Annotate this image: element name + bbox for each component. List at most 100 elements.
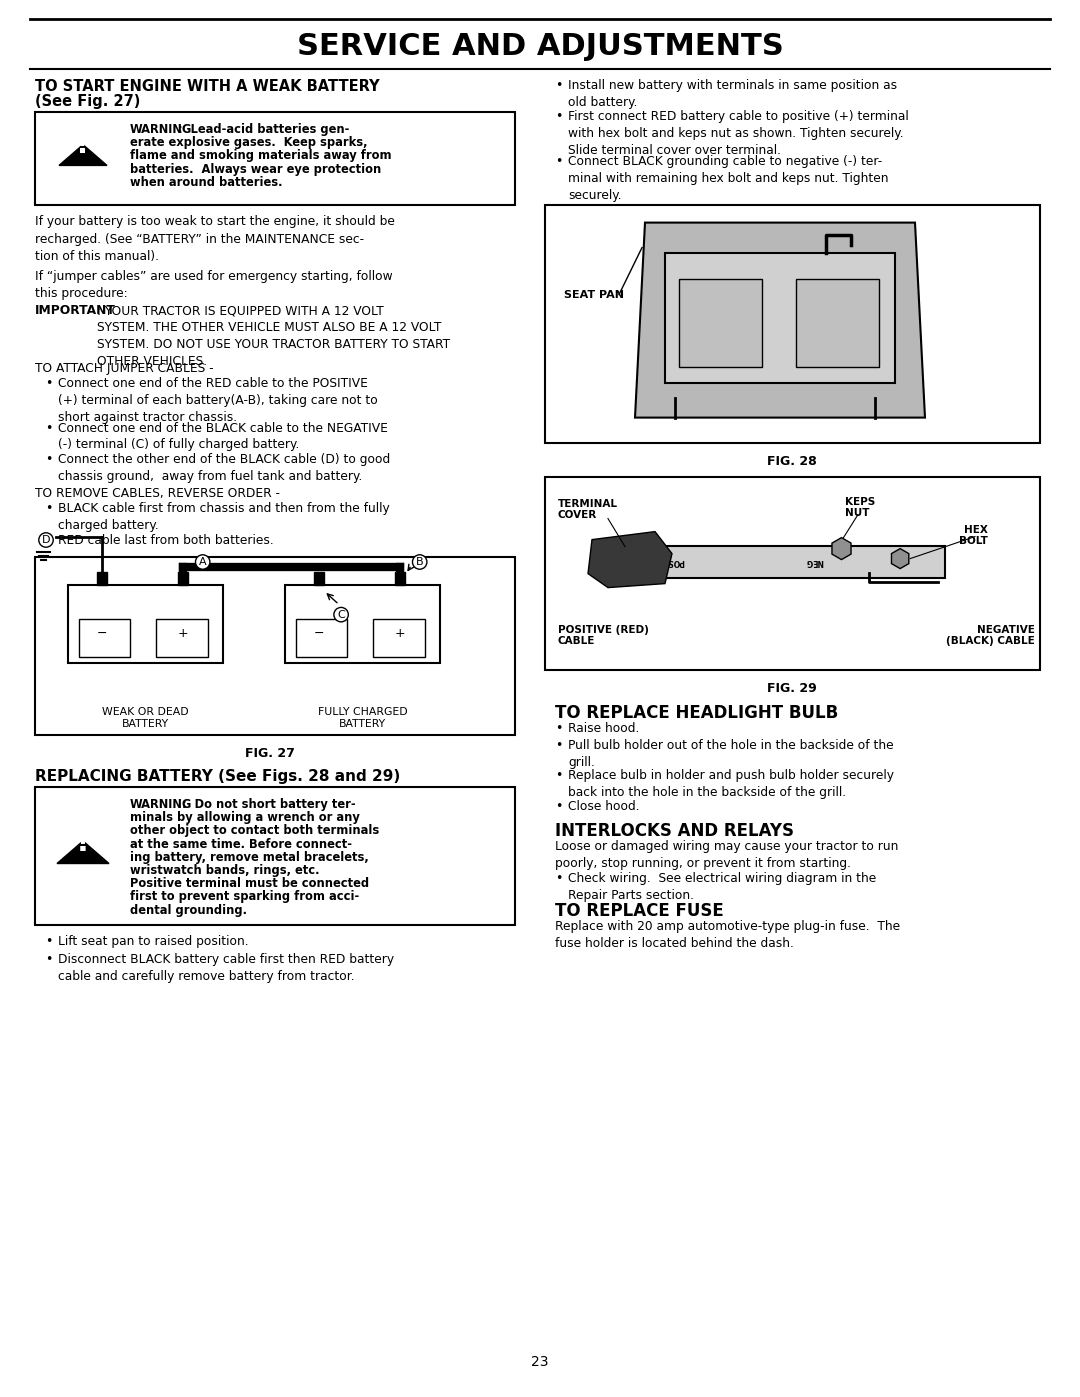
Polygon shape <box>59 145 107 165</box>
Text: D: D <box>42 535 51 545</box>
Text: POS: POS <box>667 557 685 566</box>
Text: •: • <box>45 935 52 949</box>
Text: •: • <box>45 953 52 967</box>
Text: TO REPLACE FUSE: TO REPLACE FUSE <box>555 902 724 919</box>
Text: Replace bulb in holder and push bulb holder securely
back into the hole in the b: Replace bulb in holder and push bulb hol… <box>568 770 894 799</box>
Text: HEX: HEX <box>964 525 988 535</box>
Text: A: A <box>199 557 206 567</box>
Text: •: • <box>555 872 563 884</box>
Text: •: • <box>555 799 563 813</box>
Text: •: • <box>555 739 563 752</box>
Text: •: • <box>45 503 52 515</box>
Text: Positive terminal must be connected: Positive terminal must be connected <box>130 877 369 890</box>
FancyBboxPatch shape <box>35 787 515 925</box>
Text: FIG. 28: FIG. 28 <box>767 454 816 468</box>
Text: SERVICE AND ADJUSTMENTS: SERVICE AND ADJUSTMENTS <box>297 32 783 61</box>
Text: batteries.  Always wear eye protection: batteries. Always wear eye protection <box>130 162 381 176</box>
Text: •: • <box>555 80 563 92</box>
Text: Connect one end of the BLACK cable to the NEGATIVE
(-) terminal (C) of fully cha: Connect one end of the BLACK cable to th… <box>58 422 388 451</box>
Text: NEGATIVE: NEGATIVE <box>977 624 1035 634</box>
Text: Close hood.: Close hood. <box>568 799 639 813</box>
Text: Loose or damaged wiring may cause your tractor to run
poorly, stop running, or p: Loose or damaged wiring may cause your t… <box>555 840 899 869</box>
Polygon shape <box>57 841 109 863</box>
Bar <box>97 571 107 585</box>
Text: Install new battery with terminals in same position as
old battery.: Install new battery with terminals in sa… <box>568 80 897 109</box>
Text: WEAK OR DEAD
BATTERY: WEAK OR DEAD BATTERY <box>103 707 189 729</box>
Text: !: ! <box>77 131 90 159</box>
Text: If your battery is too weak to start the engine, it should be
recharged. (See “B: If your battery is too weak to start the… <box>35 215 395 263</box>
FancyBboxPatch shape <box>35 557 515 735</box>
Text: •: • <box>45 534 52 546</box>
Text: TO ATTACH JUMPER CABLES -: TO ATTACH JUMPER CABLES - <box>35 362 214 374</box>
Text: TO START ENGINE WITH A WEAK BATTERY: TO START ENGINE WITH A WEAK BATTERY <box>35 80 380 94</box>
Text: Raise hood.: Raise hood. <box>568 722 639 735</box>
Text: Connect the other end of the BLACK cable (D) to good
chassis ground,  away from : Connect the other end of the BLACK cable… <box>58 453 390 483</box>
Text: Pull bulb holder out of the hole in the backside of the
grill.: Pull bulb holder out of the hole in the … <box>568 739 893 768</box>
Text: •: • <box>555 770 563 782</box>
Text: : YOUR TRACTOR IS EQUIPPED WITH A 12 VOLT
SYSTEM. THE OTHER VEHICLE MUST ALSO BE: : YOUR TRACTOR IS EQUIPPED WITH A 12 VOL… <box>97 305 450 367</box>
Text: BOLT: BOLT <box>959 535 988 546</box>
Text: TERMINAL: TERMINAL <box>558 499 618 509</box>
Text: •: • <box>555 110 563 123</box>
Bar <box>796 278 879 367</box>
Text: CABLE: CABLE <box>558 636 595 645</box>
Bar <box>285 585 440 664</box>
Text: •: • <box>45 453 52 467</box>
Text: INTERLOCKS AND RELAYS: INTERLOCKS AND RELAYS <box>555 821 794 840</box>
Text: WARNING: WARNING <box>130 123 192 136</box>
Text: •: • <box>45 377 52 390</box>
Text: (See Fig. 27): (See Fig. 27) <box>35 94 140 109</box>
Text: (BLACK) CABLE: (BLACK) CABLE <box>946 636 1035 645</box>
Text: NEG: NEG <box>805 557 823 566</box>
Text: •: • <box>555 722 563 735</box>
Text: :  Lead-acid batteries gen-: : Lead-acid batteries gen- <box>178 123 349 136</box>
FancyBboxPatch shape <box>545 476 1040 669</box>
Text: If “jumper cables” are used for emergency starting, follow
this procedure:: If “jumper cables” are used for emergenc… <box>35 270 393 300</box>
Text: FULLY CHARGED
BATTERY: FULLY CHARGED BATTERY <box>318 707 407 729</box>
Bar <box>394 571 405 585</box>
Text: :  Do not short battery ter-: : Do not short battery ter- <box>183 798 355 812</box>
Text: +: + <box>394 627 405 640</box>
Text: BLACK cable first from chassis and then from the fully
charged battery.: BLACK cable first from chassis and then … <box>58 503 390 532</box>
Text: Lift seat pan to raised position.: Lift seat pan to raised position. <box>58 935 248 949</box>
Text: First connect RED battery cable to positive (+) terminal
with hex bolt and keps : First connect RED battery cable to posit… <box>568 110 908 156</box>
FancyBboxPatch shape <box>545 204 1040 443</box>
Text: B: B <box>416 557 423 567</box>
Bar <box>68 585 222 664</box>
Text: FIG. 27: FIG. 27 <box>245 747 295 760</box>
Polygon shape <box>588 532 672 588</box>
Polygon shape <box>891 549 908 569</box>
Text: at the same time. Before connect-: at the same time. Before connect- <box>130 838 352 851</box>
Text: Disconnect BLACK battery cable first then RED battery
cable and carefully remove: Disconnect BLACK battery cable first the… <box>58 953 394 983</box>
Text: REPLACING BATTERY (See Figs. 28 and 29): REPLACING BATTERY (See Figs. 28 and 29) <box>35 768 401 784</box>
Text: dental grounding.: dental grounding. <box>130 904 247 916</box>
Text: •: • <box>45 422 52 434</box>
Text: FIG. 29: FIG. 29 <box>767 682 816 694</box>
Polygon shape <box>635 222 924 418</box>
Text: wristwatch bands, rings, etc.: wristwatch bands, rings, etc. <box>130 863 320 877</box>
Polygon shape <box>832 538 851 560</box>
Text: Replace with 20 amp automotive-type plug-in fuse.  The
fuse holder is located be: Replace with 20 amp automotive-type plug… <box>555 919 900 950</box>
Bar <box>296 619 347 657</box>
Text: SEAT PAN: SEAT PAN <box>564 289 624 299</box>
Text: TO REPLACE HEADLIGHT BULB: TO REPLACE HEADLIGHT BULB <box>555 704 838 722</box>
Text: −: − <box>97 627 107 640</box>
Text: POSITIVE (RED): POSITIVE (RED) <box>558 624 649 634</box>
Text: •: • <box>555 155 563 168</box>
Bar <box>178 571 188 585</box>
Text: Connect BLACK grounding cable to negative (-) ter-
minal with remaining hex bolt: Connect BLACK grounding cable to negativ… <box>568 155 889 201</box>
Text: IMPORTANT: IMPORTANT <box>35 305 116 317</box>
Text: !: ! <box>76 828 90 856</box>
Bar <box>157 619 207 657</box>
Text: WARNING: WARNING <box>130 798 192 812</box>
Text: Check wiring.  See electrical wiring diagram in the
Repair Parts section.: Check wiring. See electrical wiring diag… <box>568 872 876 901</box>
Text: minals by allowing a wrench or any: minals by allowing a wrench or any <box>130 812 360 824</box>
Text: Connect one end of the RED cable to the POSITIVE
(+) terminal of each battery(A-: Connect one end of the RED cable to the … <box>58 377 378 423</box>
Text: flame and smoking materials away from: flame and smoking materials away from <box>130 149 392 162</box>
Text: NUT: NUT <box>845 507 869 518</box>
Bar <box>665 253 895 383</box>
Bar <box>679 278 761 367</box>
FancyBboxPatch shape <box>35 112 515 205</box>
Text: COVER: COVER <box>558 510 597 520</box>
Text: ing battery, remove metal bracelets,: ing battery, remove metal bracelets, <box>130 851 368 863</box>
